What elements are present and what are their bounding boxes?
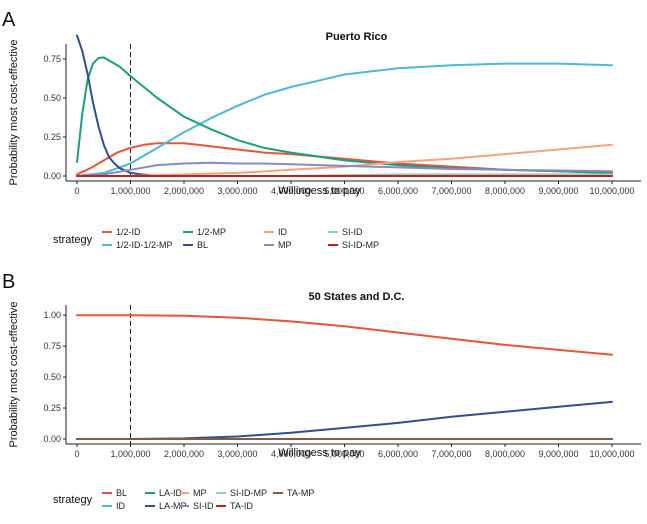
series-line-1-2-id-1-2-mp <box>76 62 613 177</box>
series-line-la-mp <box>76 400 613 440</box>
x-tick-label: 8,000,000 <box>485 186 525 196</box>
plot-title: 50 States and D.C. <box>309 291 405 303</box>
x-tick-label: 1,000,000 <box>110 449 150 459</box>
legend-title: strategy <box>53 234 93 246</box>
legend-label: BL <box>197 240 208 250</box>
legend-label: MP <box>278 240 292 250</box>
y-tick-label: 0.75 <box>43 54 61 64</box>
y-tick-label: 0.00 <box>43 434 61 444</box>
x-tick-label: 3,000,000 <box>217 186 257 196</box>
legend-label: BL <box>116 488 127 498</box>
x-tick-label: 10,000,000 <box>589 186 634 196</box>
x-tick-label: 2,000,000 <box>164 449 204 459</box>
legend-label: 1/2-MP <box>197 227 226 237</box>
legend-label: SI-ID <box>342 227 363 237</box>
legend-label: ID <box>278 227 288 237</box>
series-line-mp <box>76 161 613 177</box>
legend-label: ID <box>116 501 126 511</box>
series-line-1-2-mp <box>76 56 613 174</box>
legend-label: 1/2-ID <box>116 227 141 237</box>
legend-label: TA-MP <box>287 488 314 498</box>
x-tick-label: 9,000,000 <box>538 449 578 459</box>
y-tick-label: 1.00 <box>43 310 61 320</box>
legend-label: LA-MP <box>159 501 187 511</box>
x-axis-title: Willingess to pay <box>278 447 361 459</box>
y-tick-label: 0.50 <box>43 93 61 103</box>
x-tick-label: 5,000,000 <box>324 186 364 196</box>
plot-title: Puerto Rico <box>326 31 388 43</box>
x-tick-label: 5,000,000 <box>324 449 364 459</box>
x-tick-label: 9,000,000 <box>538 186 578 196</box>
x-tick-label: 0 <box>74 449 79 459</box>
legend-label: SI-ID-MP <box>342 240 379 250</box>
y-tick-label: 0.25 <box>43 403 61 413</box>
x-tick-label: 7,000,000 <box>431 449 471 459</box>
y-tick-label: 0.50 <box>43 372 61 382</box>
series-line-bl <box>76 34 613 177</box>
panel-B: B 50 States and D.C. 0.00 0.25 0.50 0.75 1.00 0… <box>2 271 641 511</box>
panel-A: A Puerto Rico 0.00 0.25 0.50 0.75 0 1,000,000 2,… <box>2 9 641 250</box>
x-tick-label: 4,000,000 <box>271 449 311 459</box>
legend-label: SI-ID-MP <box>230 488 267 498</box>
y-tick-label: 0.00 <box>43 171 61 181</box>
y-tick-label: 0.25 <box>43 132 61 142</box>
x-tick-label: 1,000,000 <box>110 186 150 196</box>
legend-label: SI-ID <box>193 501 214 511</box>
legend-label: LA-ID <box>159 488 183 498</box>
series-line-1-2-id <box>76 142 613 176</box>
y-axis-title: Probability most cost-effective <box>8 40 20 186</box>
x-tick-label: 10,000,000 <box>589 449 634 459</box>
x-tick-label: 7,000,000 <box>431 186 471 196</box>
panel-letter: A <box>2 9 16 31</box>
x-tick-label: 8,000,000 <box>485 449 525 459</box>
legend-label: MP <box>193 488 207 498</box>
legend: strategy 1/2-ID 1/2-ID-1/2-MP 1/2-MP BL ID MP S… <box>53 227 379 250</box>
legend-title: strategy <box>53 494 93 506</box>
legend: strategy BL ID LA-ID LA-MP MP SI-ID SI-ID-MP TA-… <box>53 488 314 511</box>
x-axis-title: Willingess to pay <box>278 185 361 197</box>
x-tick-label: 2,000,000 <box>164 186 204 196</box>
series-line-bl <box>76 314 613 356</box>
legend-label: 1/2-ID-1/2-MP <box>116 240 173 250</box>
x-tick-label: 4,000,000 <box>271 186 311 196</box>
x-tick-label: 3,000,000 <box>217 449 257 459</box>
y-axis-title: Probability most cost-effective <box>8 302 20 448</box>
y-tick-label: 0.75 <box>43 341 61 351</box>
x-tick-label: 6,000,000 <box>378 186 418 196</box>
x-tick-label: 0 <box>74 186 79 196</box>
x-tick-label: 6,000,000 <box>378 449 418 459</box>
panel-letter: B <box>2 271 15 293</box>
legend-label: TA-ID <box>230 501 253 511</box>
